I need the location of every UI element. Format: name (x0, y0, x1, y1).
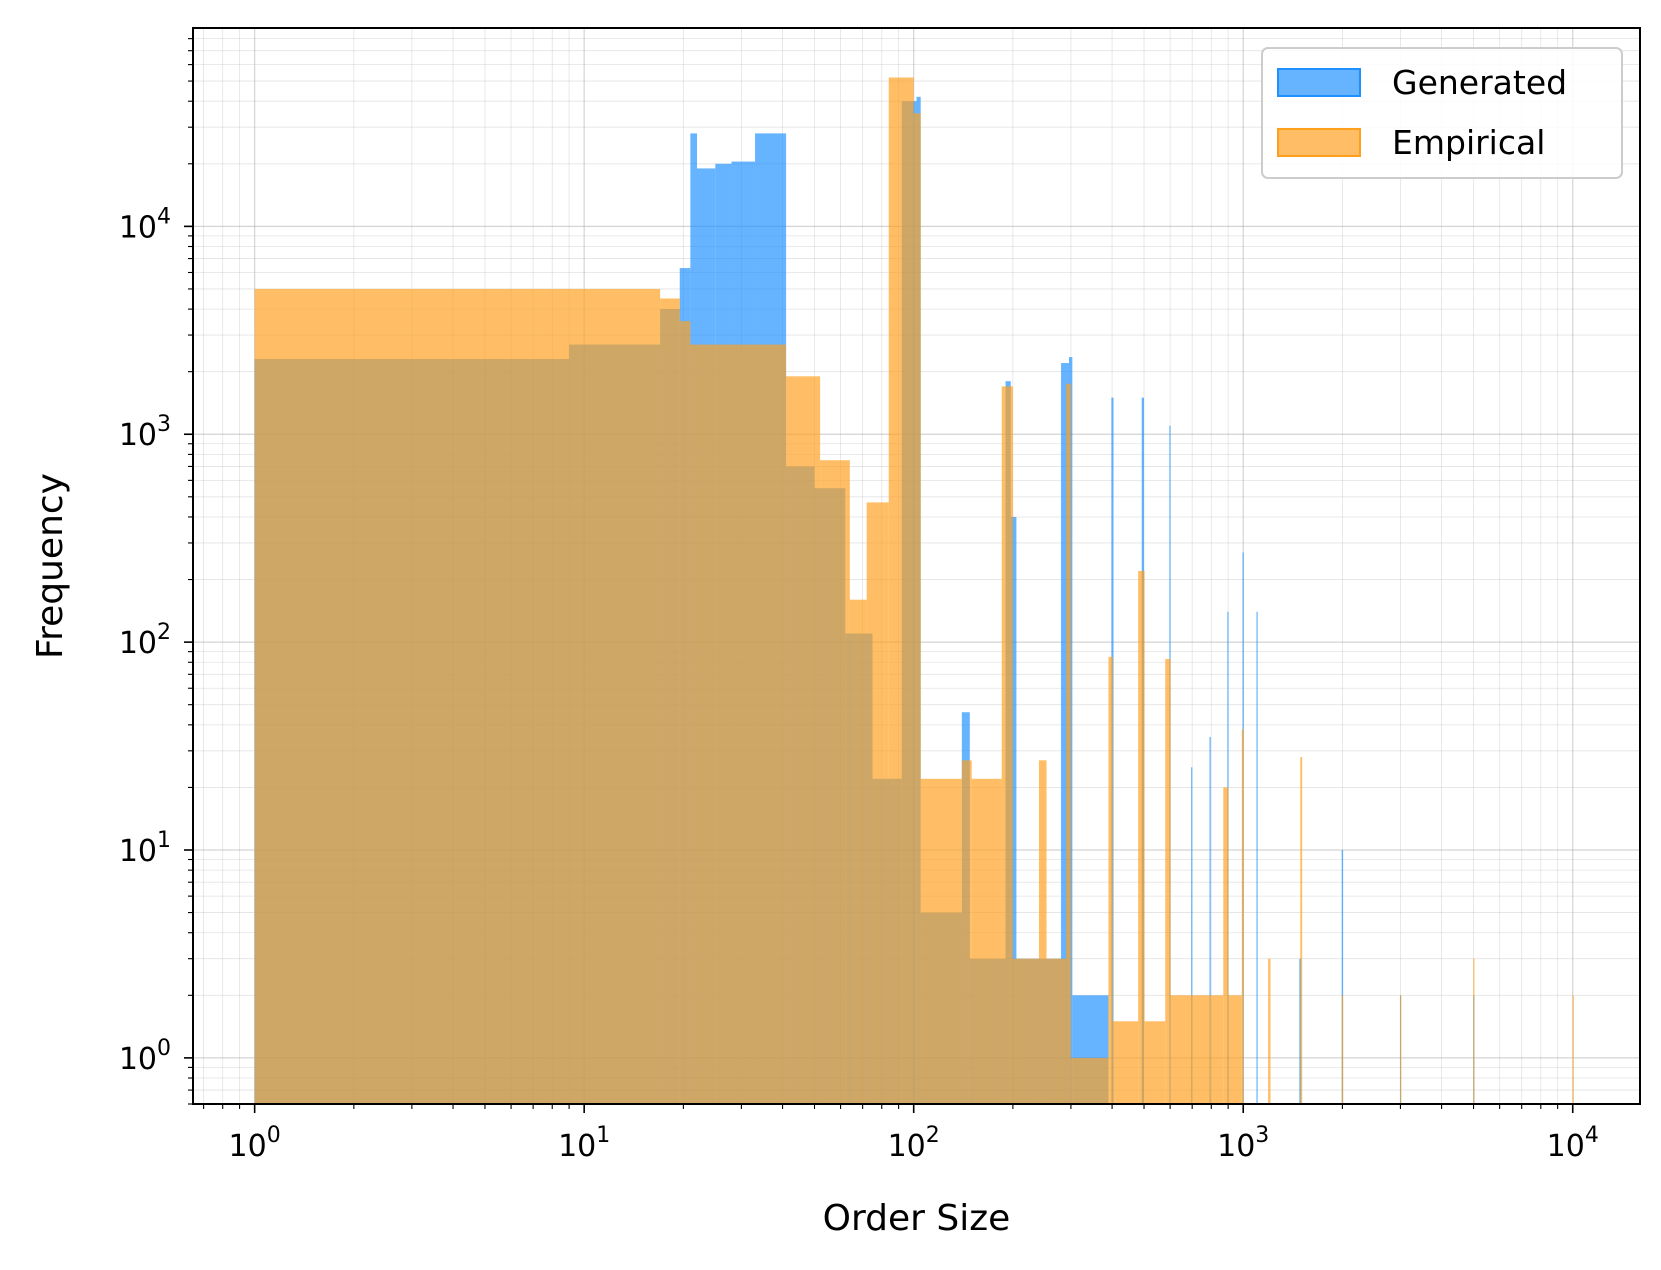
empirical-bar (1001, 386, 1013, 1104)
empirical-bar (1012, 958, 1039, 1104)
legend-label-empirical: Empirical (1392, 123, 1545, 162)
generated-bar (1010, 516, 1017, 1104)
generated-bar (1191, 767, 1193, 1104)
plot-frame (192, 27, 1641, 1105)
generated-bar (1256, 611, 1258, 1104)
empirical-bar (1138, 570, 1145, 1104)
y-tick-label: 104 (119, 204, 171, 245)
legend-swatch-generated (1277, 68, 1361, 97)
empirical-bar (849, 599, 867, 1104)
x-tick-label: 103 (1217, 1123, 1269, 1164)
empirical-bar (679, 321, 691, 1104)
empirical-bar (866, 502, 889, 1104)
empirical-bar (1341, 995, 1344, 1104)
empirical-bar (971, 778, 1002, 1104)
empirical-bar (1165, 658, 1171, 1104)
empirical-bar (920, 778, 962, 1104)
y-tick-label: 102 (119, 620, 171, 661)
generated-bar (1061, 363, 1069, 1104)
empirical-bar (913, 113, 921, 1104)
y-axis-label: Frequency (30, 473, 71, 659)
legend-swatch-empirical (1277, 128, 1361, 157)
empirical-bar (660, 298, 680, 1104)
generated-bar (1209, 736, 1211, 1104)
empirical-bar (1046, 958, 1067, 1104)
legend: Generated Empirical (1261, 47, 1623, 179)
x-tick-label: 100 (229, 1123, 281, 1164)
empirical-bar (690, 344, 787, 1104)
empirical-bar (1300, 757, 1303, 1104)
empirical-bar (1223, 787, 1229, 1104)
generated-bar (1299, 958, 1302, 1104)
y-tick-label: 101 (119, 828, 171, 869)
empirical-bar (1473, 958, 1475, 1104)
empirical-bar (1268, 958, 1271, 1104)
generated-bar (1341, 850, 1344, 1104)
empirical-bar (1241, 729, 1244, 1104)
empirical-bar (1144, 1021, 1166, 1104)
x-tick-label: 101 (558, 1123, 610, 1164)
empirical-bar (961, 760, 972, 1104)
empirical-bar (1572, 995, 1574, 1104)
series-empirical (254, 77, 1574, 1105)
empirical-bar (1170, 995, 1224, 1104)
x-axis-label: Order Size (823, 1198, 1011, 1239)
x-tick-label: 102 (888, 1123, 940, 1164)
empirical-bar (1070, 1057, 1109, 1104)
legend-label-generated: Generated (1392, 63, 1567, 102)
x-tick-label: 104 (1547, 1123, 1599, 1164)
empirical-bar (1228, 995, 1242, 1104)
empirical-bar (1038, 760, 1047, 1104)
empirical-bar (1108, 656, 1113, 1104)
empirical-bar (888, 77, 914, 1104)
y-tick-label: 103 (119, 412, 171, 453)
empirical-bar (1066, 383, 1071, 1104)
empirical-bar (1399, 995, 1402, 1104)
empirical-bar (1112, 1021, 1139, 1104)
empirical-bar (254, 288, 661, 1104)
y-tick-label: 100 (119, 1036, 171, 1077)
axis-ticks: 100 101 102 103 104 100 101 102 103 104 (119, 38, 1599, 1164)
empirical-bar (820, 460, 850, 1104)
empirical-bar (786, 376, 821, 1105)
bars (254, 77, 1574, 1105)
